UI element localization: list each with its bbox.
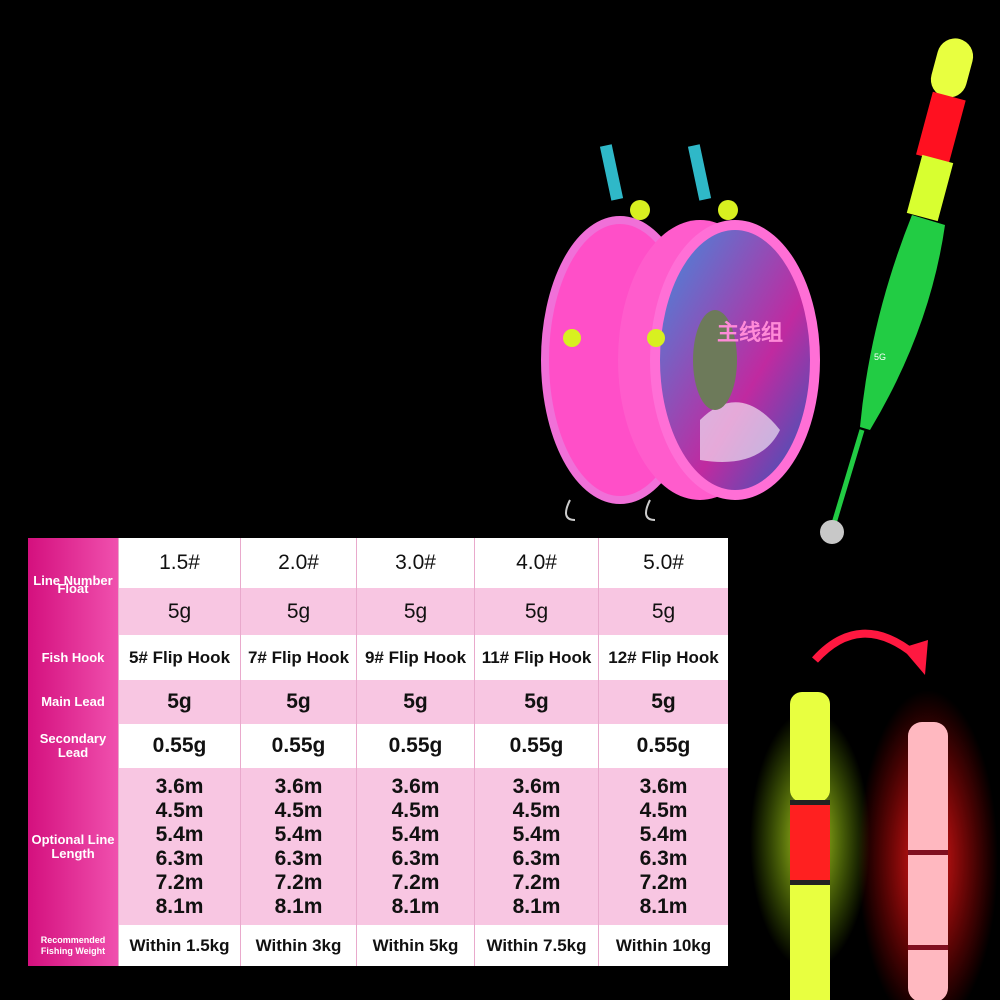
table-cell: Within 10kg [598,925,728,966]
table-cell: Within 5kg [356,925,474,966]
line-length: 6.3m [274,846,323,870]
table-cell: 3.6m 4.5m 5.4m 6.3m 7.2m 8.1m [474,768,598,925]
table-cell: 5g [598,680,728,724]
spools [541,144,820,521]
table-cell: 11# Flip Hook [474,635,598,680]
line-length: 8.1m [274,894,323,918]
table-cell: Within 7.5kg [474,925,598,966]
header-column [28,538,118,966]
row-header: Float [57,581,89,596]
line-length: 3.6m [155,774,204,798]
row-header: Optional Line Length [31,831,115,861]
row-header: Recommended Fishing Weight [40,934,106,956]
table-cell: 4.0# [474,538,598,588]
row-header: Line Number [33,573,113,588]
table-cell: 0.55g [118,724,240,768]
line-length: 5.4m [639,822,688,846]
table-cell: Within 1.5kg [118,925,240,966]
line-length: 7.2m [274,870,323,894]
table-cell: 5g [118,588,240,635]
table-cell: 5g [118,680,240,724]
line-length: 6.3m [391,846,440,870]
table-cell: 3.6m 4.5m 5.4m 6.3m 7.2m 8.1m [598,768,728,925]
line-length: 3.6m [391,774,440,798]
line-length: 5.4m [391,822,440,846]
table-cell: 2.0# [240,538,356,588]
line-length: 6.3m [155,846,204,870]
line-length: 4.5m [512,798,561,822]
table-cell: 12# Flip Hook [598,635,728,680]
table-cell: 5g [240,588,356,635]
line-length: 7.2m [155,870,204,894]
row-header: Main Lead [41,694,105,709]
table-cell: 0.55g [474,724,598,768]
table-cell: 5.0# [598,538,728,588]
glow-sticks [750,629,998,1000]
line-length: 4.5m [274,798,323,822]
table-cell: 3.0# [356,538,474,588]
table-cell: Within 3kg [240,925,356,966]
table-cell: 5g [240,680,356,724]
line-length: 3.6m [512,774,561,798]
line-length: 8.1m [512,894,561,918]
line-length: 7.2m [512,870,561,894]
line-length: 3.6m [274,774,323,798]
row-header: Secondary Lead [39,731,107,760]
table-cell: 5g [356,588,474,635]
line-length: 7.2m [639,870,688,894]
table-cell: 5g [474,588,598,635]
table-cell: 0.55g [240,724,356,768]
table-cell: 3.6m 4.5m 5.4m 6.3m 7.2m 8.1m [118,768,240,925]
line-length: 8.1m [155,894,204,918]
table-cell: 0.55g [356,724,474,768]
line-length: 4.5m [639,798,688,822]
table-cell: 3.6m 4.5m 5.4m 6.3m 7.2m 8.1m [356,768,474,925]
line-length: 5.4m [274,822,323,846]
line-length: 7.2m [391,870,440,894]
table-cell: 1.5# [118,538,240,588]
row-header: Fish Hook [41,649,105,665]
line-length: 8.1m [639,894,688,918]
float-mark: 5G [874,352,886,362]
table-cell: 5g [356,680,474,724]
line-length: 8.1m [391,894,440,918]
table-cell: 5g [598,588,728,635]
line-length: 5.4m [512,822,561,846]
line-length: 6.3m [639,846,688,870]
table-cell: 9# Flip Hook [356,635,474,680]
table-cell: 5# Flip Hook [118,635,240,680]
table-cell: 3.6m 4.5m 5.4m 6.3m 7.2m 8.1m [240,768,356,925]
float [820,38,974,544]
table-cell: 5g [474,680,598,724]
line-length: 4.5m [391,798,440,822]
spool-label: 主线组 [717,320,783,345]
table-cell: 0.55g [598,724,728,768]
line-length: 3.6m [639,774,688,798]
table-cell: 7# Flip Hook [240,635,356,680]
line-length: 6.3m [512,846,561,870]
line-length: 5.4m [155,822,204,846]
line-length: 4.5m [155,798,204,822]
